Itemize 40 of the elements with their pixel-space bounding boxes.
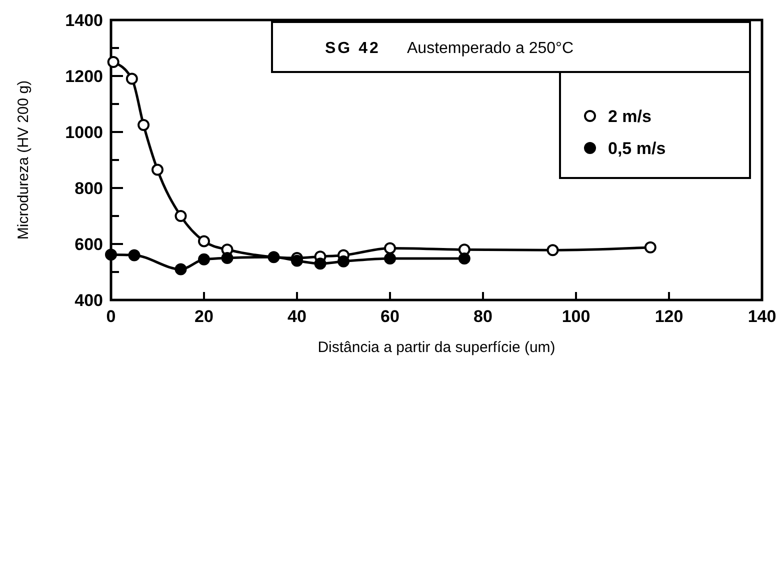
y-tick-label: 400 [74,290,103,310]
x-tick-label: 140 [748,307,776,326]
y-tick-label: 600 [74,234,103,254]
point [198,235,210,248]
x-axis-title: Distância a partir da superfície (um) [318,339,556,356]
y-tick-label: 1000 [65,122,103,142]
text: SG 42 [325,40,380,57]
x-tick-label: 100 [562,307,590,326]
point [221,252,234,264]
point [291,254,303,267]
y-tick-label: 800 [74,178,103,198]
x-tick-label: 0 [106,307,116,326]
point [152,164,164,176]
y-axis-title: Microdureza (HV 200 g) [15,80,32,240]
point [126,72,138,85]
point [105,248,117,261]
y-tick-label: 1400 [65,10,103,30]
x-tick-label: 40 [288,307,306,326]
point [198,253,210,266]
point [644,241,656,254]
y-tick-label: 1200 [65,66,103,86]
point [384,242,396,254]
point [314,258,326,270]
point [268,251,280,264]
point [338,255,350,268]
x-tick-label: 20 [194,307,214,326]
x-tick-label: 60 [380,307,400,326]
point [174,263,187,276]
text: Austemperado a 250°C [407,40,574,57]
legend-label: 2 m/s [608,106,652,126]
point [174,210,187,222]
legend-label: 0,5 m/s [608,138,666,158]
point [138,119,150,131]
point [128,249,140,262]
point [107,56,120,68]
x-tick-label: 120 [654,307,684,326]
point [458,252,470,265]
point [384,252,396,265]
x-tick-label: 80 [474,307,492,326]
point [546,244,559,256]
